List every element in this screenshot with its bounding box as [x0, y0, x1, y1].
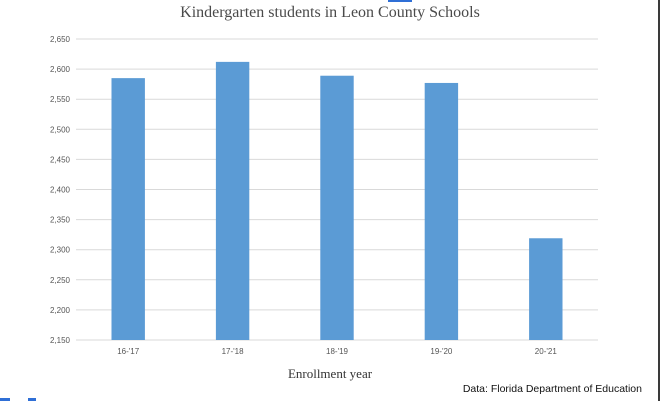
bottom-edge-marks — [0, 396, 60, 401]
x-tick-label: 17-'18 — [222, 347, 245, 356]
y-tick-label: 2,250 — [50, 276, 71, 285]
x-axis-ticks: 16-'17 17-'18 18-'19 19-'20 20-'21 — [117, 347, 557, 356]
y-tick-label: 2,300 — [50, 246, 71, 255]
y-tick-label: 2,500 — [50, 125, 71, 134]
y-tick-label: 2,550 — [50, 95, 71, 104]
x-tick-label: 16-'17 — [117, 347, 140, 356]
y-tick-label: 2,400 — [50, 186, 71, 195]
bars — [111, 61, 563, 341]
y-tick-label: 2,350 — [50, 216, 71, 225]
bar-4 — [529, 238, 563, 340]
y-tick-label: 2,600 — [50, 65, 71, 74]
right-border — [658, 0, 660, 401]
y-tick-label: 2,200 — [50, 306, 71, 315]
bar-3 — [424, 82, 459, 341]
bar-2 — [320, 75, 354, 341]
bar-0 — [111, 78, 145, 340]
y-axis-ticks: 2,150 2,200 2,250 2,300 2,350 2,400 2,450 2,500… — [50, 35, 71, 345]
y-tick-label: 2,450 — [50, 155, 71, 164]
x-tick-label: 20-'21 — [535, 347, 558, 356]
chart-title: Kindergarten students in Leon County Sch… — [180, 4, 480, 21]
x-axis-title: Enrollment year — [287, 366, 373, 381]
y-tick-label: 2,650 — [50, 35, 71, 44]
bar-1 — [215, 61, 250, 340]
x-tick-label: 18-'19 — [326, 347, 349, 356]
x-tick-label: 19-'20 — [430, 347, 453, 356]
source-note: Data: Florida Department of Education — [462, 383, 642, 395]
top-accent-bar — [388, 0, 412, 2]
y-tick-label: 2,150 — [50, 336, 71, 345]
